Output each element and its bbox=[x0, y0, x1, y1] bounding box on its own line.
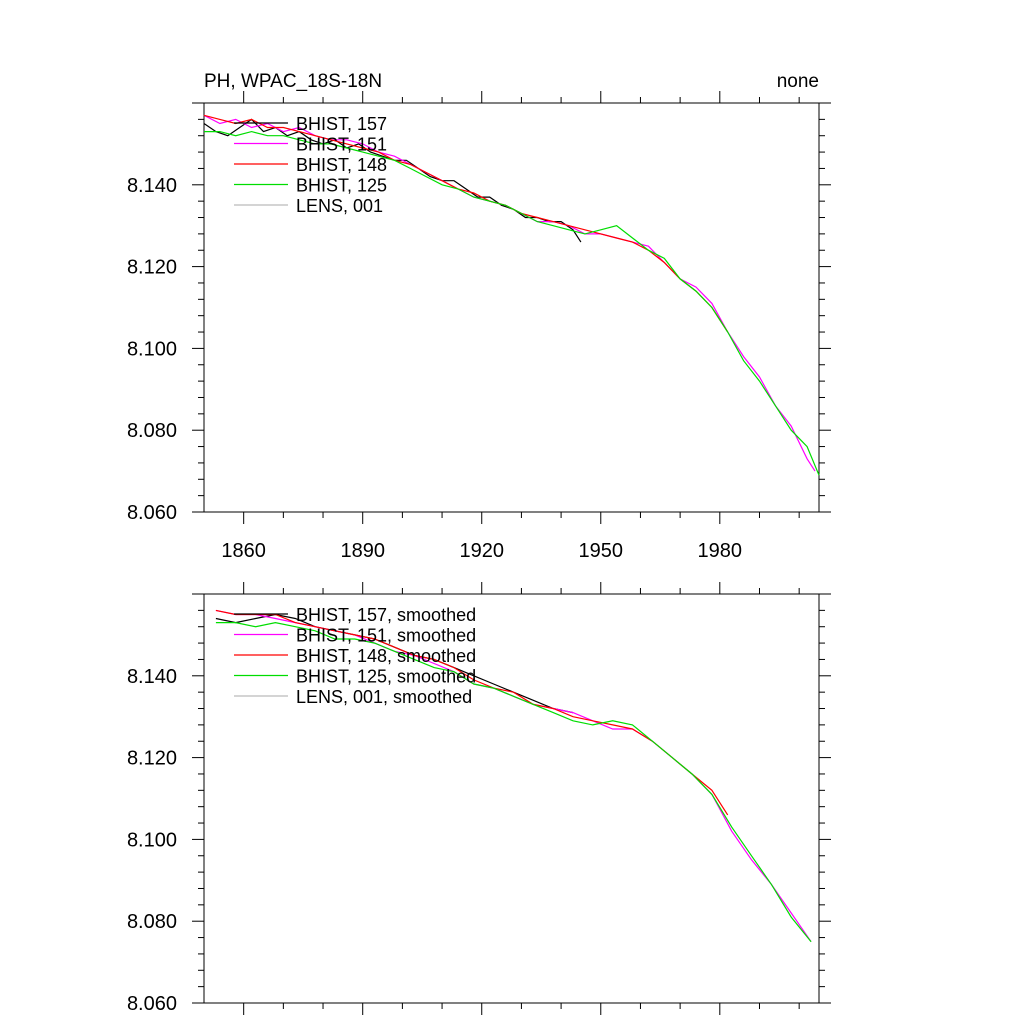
plot-frame bbox=[203, 102, 820, 513]
x-tick-label: 1980 bbox=[698, 540, 743, 562]
y-tick-label: 8.060 bbox=[127, 993, 177, 1015]
legend-label: LENS, 001 bbox=[296, 196, 383, 216]
series-line bbox=[215, 609, 729, 816]
x-tick-label: 1890 bbox=[340, 540, 385, 562]
x-tick-label: 1920 bbox=[459, 540, 504, 562]
chart-right-label: none bbox=[777, 71, 819, 92]
y-tick-label: 8.140 bbox=[127, 175, 177, 197]
legend-label: LENS, 001, smoothed bbox=[296, 687, 472, 707]
legend-label: BHIST, 148, smoothed bbox=[296, 646, 476, 666]
series-line bbox=[203, 114, 729, 333]
chart-title: PH, WPAC_18S-18N bbox=[204, 71, 382, 92]
legend-label: BHIST, 157 bbox=[296, 114, 387, 134]
top-panel: 8.060 8.080 8.100 8.120 8.140 1860 1890 1920 195… bbox=[127, 91, 831, 562]
bottom-panel: 8.060 8.080 8.100 8.120 8.140 BHIST, 157, smo… bbox=[127, 582, 831, 1015]
x-tick-label: 1860 bbox=[221, 540, 266, 562]
y-tick-label: 8.120 bbox=[127, 257, 177, 279]
y-tick-label: 8.060 bbox=[127, 502, 177, 524]
legend-label: BHIST, 125 bbox=[296, 176, 387, 196]
series-line bbox=[215, 621, 812, 943]
legend-label: BHIST, 148 bbox=[296, 155, 387, 175]
y-tick-label: 8.080 bbox=[127, 420, 177, 442]
y-tick-label: 8.100 bbox=[127, 829, 177, 851]
x-tick-label: 1950 bbox=[579, 540, 624, 562]
series-line bbox=[204, 130, 820, 476]
y-tick-label: 8.140 bbox=[127, 666, 177, 688]
legend-label: BHIST, 125, smoothed bbox=[296, 667, 476, 687]
legend-label: BHIST, 157, smoothed bbox=[296, 605, 476, 625]
y-tick-label: 8.100 bbox=[127, 338, 177, 360]
y-tick-label: 8.120 bbox=[127, 748, 177, 770]
legend-label: BHIST, 151, smoothed bbox=[296, 626, 476, 646]
series-line bbox=[203, 118, 582, 243]
y-tick-label: 8.080 bbox=[127, 911, 177, 933]
legend-label: BHIST, 151 bbox=[296, 135, 387, 155]
plot-frame bbox=[203, 593, 820, 1004]
